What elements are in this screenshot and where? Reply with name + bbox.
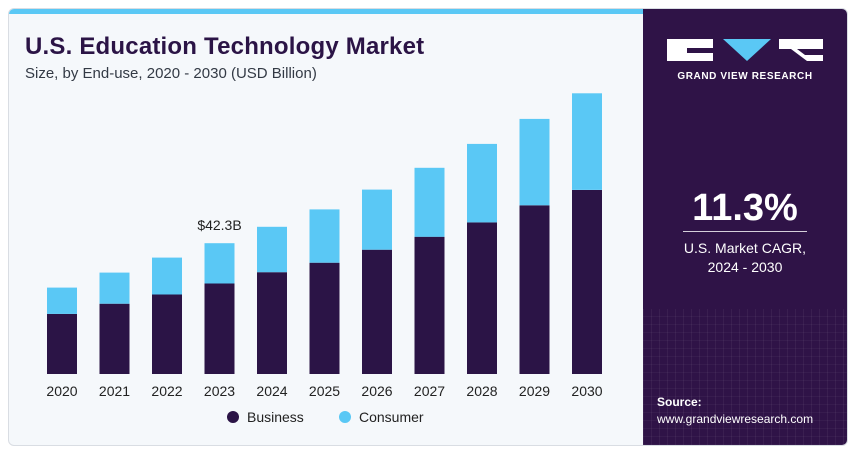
x-tick-2022: 2022 bbox=[151, 383, 182, 399]
bar-business-2029 bbox=[519, 205, 550, 374]
chart-subtitle: Size, by End-use, 2020 - 2030 (USD Billi… bbox=[25, 65, 317, 82]
bar-business-2020 bbox=[47, 313, 77, 374]
source-label: Source: bbox=[657, 395, 702, 409]
chart-title: U.S. Education Technology Market bbox=[25, 33, 425, 60]
legend-marker-consumer bbox=[339, 411, 351, 423]
legend-label-business: Business bbox=[247, 409, 304, 425]
bar-consumer-2027 bbox=[414, 167, 445, 237]
x-tick-2030: 2030 bbox=[571, 383, 602, 399]
stacked-bar-chart: 2020 2021 2022 2023 2024 2025 2026 2027 2028 2029… bbox=[46, 93, 603, 425]
grand-view-research-logo bbox=[667, 39, 823, 61]
bar-consumer-2028 bbox=[467, 143, 497, 223]
brand-name: GRAND VIEW RESEARCH bbox=[677, 71, 813, 82]
bar-consumer-2020 bbox=[47, 287, 77, 314]
accent-line bbox=[9, 9, 643, 14]
bar-business-2021 bbox=[99, 303, 130, 374]
legend-label-consumer: Consumer bbox=[359, 409, 424, 425]
x-tick-2027: 2027 bbox=[414, 383, 445, 399]
bar-consumer-2030 bbox=[572, 93, 602, 190]
bar-business-2025 bbox=[309, 262, 340, 374]
bar-consumer-2024 bbox=[257, 226, 287, 273]
panel-pattern bbox=[643, 309, 847, 445]
bar-business-2022 bbox=[152, 294, 182, 374]
x-tick-2029: 2029 bbox=[519, 383, 550, 399]
bar-business-2026 bbox=[362, 249, 392, 374]
x-tick-2025: 2025 bbox=[309, 383, 340, 399]
chart-area: U.S. Education Technology Market Size, b… bbox=[9, 9, 643, 445]
bar-consumer-2025 bbox=[309, 209, 340, 263]
bar-business-2023 bbox=[204, 283, 235, 374]
cagr-label-line2: 2024 - 2030 bbox=[707, 259, 783, 275]
cagr-divider bbox=[683, 231, 807, 232]
bar-consumer-2022 bbox=[152, 257, 182, 295]
infographic-card: U.S. Education Technology Market Size, b… bbox=[8, 8, 848, 446]
legend-marker-business bbox=[227, 411, 239, 423]
x-tick-2021: 2021 bbox=[99, 383, 130, 399]
bar-consumer-2023 bbox=[204, 243, 235, 284]
source-url: www.grandviewresearch.com bbox=[657, 412, 814, 426]
bar-business-2024 bbox=[257, 272, 287, 374]
bar-consumer-2029 bbox=[519, 118, 550, 206]
cagr-label-line1: U.S. Market CAGR, bbox=[683, 240, 807, 256]
data-label-2023: $42.3B bbox=[197, 217, 241, 233]
bar-business-2027 bbox=[414, 236, 445, 374]
x-tick-2026: 2026 bbox=[361, 383, 392, 399]
cagr-value: 11.3% bbox=[692, 187, 798, 229]
bar-consumer-2021 bbox=[99, 272, 130, 304]
x-tick-2028: 2028 bbox=[466, 383, 497, 399]
x-tick-2023: 2023 bbox=[204, 383, 235, 399]
x-tick-2024: 2024 bbox=[256, 383, 287, 399]
bar-consumer-2026 bbox=[362, 189, 392, 250]
bar-business-2030 bbox=[572, 190, 602, 374]
cagr-label: U.S. Market CAGR, 2024 - 2030 bbox=[643, 239, 847, 277]
bar-business-2028 bbox=[467, 222, 497, 374]
brand-panel: GRAND VIEW RESEARCH 11.3% U.S. Market CA… bbox=[643, 9, 847, 445]
x-tick-2020: 2020 bbox=[46, 383, 77, 399]
